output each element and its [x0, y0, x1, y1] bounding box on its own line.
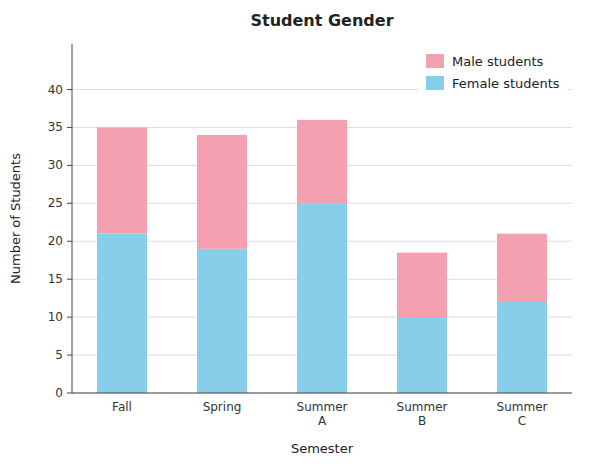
legend-label: Female students [452, 76, 560, 91]
y-tick [67, 355, 72, 356]
x-tick-label: Fall [112, 400, 132, 414]
y-tick-label: 25 [48, 196, 63, 210]
x-tick-label: SummerB [397, 400, 448, 428]
y-tick [67, 203, 72, 204]
bar-segment [97, 234, 147, 393]
y-tick-label: 35 [48, 120, 63, 134]
x-axis: Fall Spring SummerA SummerB SummerC [112, 400, 547, 428]
y-tick [67, 165, 72, 166]
y-tick [67, 317, 72, 318]
x-tick-label: SummerA [297, 400, 348, 428]
bar-segment [97, 127, 147, 233]
y-tick [67, 241, 72, 242]
y-tick-label: 15 [48, 272, 63, 286]
y-tick-label: 30 [48, 158, 63, 172]
legend: Male students Female students [418, 46, 568, 98]
bar-segment [297, 203, 347, 393]
y-tick [67, 393, 72, 394]
legend-label: Male students [452, 54, 544, 69]
legend-swatch [426, 54, 444, 68]
bar-segment [197, 135, 247, 249]
x-tick-label: SummerC [497, 400, 548, 428]
x-tick-label: Spring [203, 400, 242, 414]
bar-segment [497, 234, 547, 302]
chart-container: 0 5 10 15 20 25 30 35 40 Fall Spring SummerA SummerB… [0, 0, 594, 467]
y-tick [67, 279, 72, 280]
y-axis-line [72, 44, 73, 393]
legend-background [418, 46, 568, 98]
bar-segment [397, 253, 447, 317]
x-axis-line [72, 393, 572, 394]
y-tick-label: 5 [55, 348, 63, 362]
bar-segment [497, 302, 547, 393]
bar-segment [197, 249, 247, 393]
title: Student Gender [250, 11, 393, 30]
grid [72, 90, 572, 393]
chart-svg: 0 5 10 15 20 25 30 35 40 Fall Spring SummerA SummerB… [0, 0, 594, 467]
bars [97, 120, 547, 393]
y-tick [67, 89, 72, 90]
x-axis-label: Semester [291, 441, 354, 456]
y-axis-label: Number of Students [8, 153, 23, 284]
grid-line [72, 393, 572, 394]
y-tick-label: 40 [48, 83, 63, 97]
y-axis: 0 5 10 15 20 25 30 35 40 [48, 83, 72, 400]
y-tick-label: 0 [55, 386, 63, 400]
bar-segment [397, 317, 447, 393]
legend-swatch [426, 76, 444, 90]
y-tick-label: 20 [48, 234, 63, 248]
bar-segment [297, 120, 347, 203]
y-tick [67, 127, 72, 128]
y-tick-label: 10 [48, 310, 63, 324]
